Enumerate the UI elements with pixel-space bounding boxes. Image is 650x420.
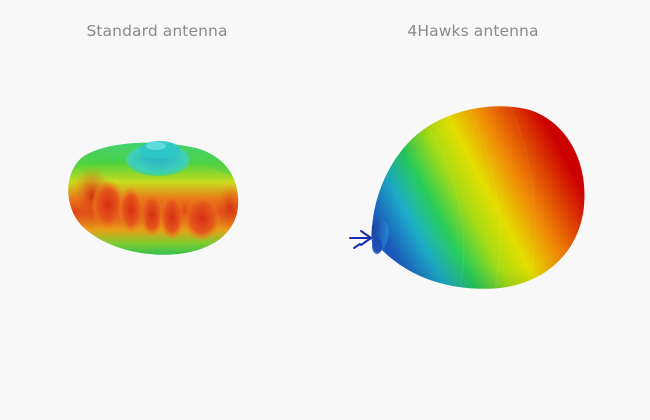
4hawks-antenna-pattern [371, 105, 585, 289]
standard-antenna-pattern [68, 141, 239, 255]
feed-arrow-icon [349, 230, 372, 249]
4hawks-antenna-caption: 4Hawks antenna [407, 22, 539, 40]
standard-antenna-caption: Standard antenna [86, 22, 228, 40]
